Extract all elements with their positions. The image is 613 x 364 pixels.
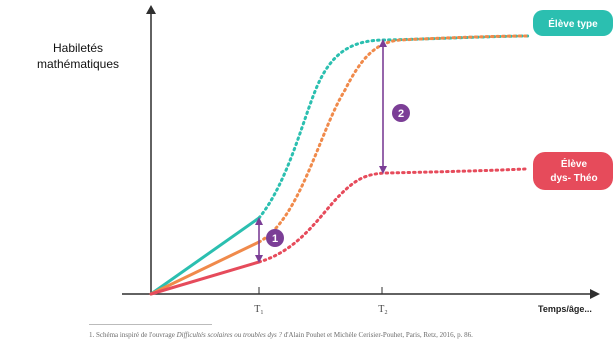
gap2-arrowhead-top — [379, 39, 387, 47]
gap2-badge — [392, 104, 410, 122]
legend-dys-label-line1: Élève — [561, 157, 588, 170]
footnote-prefix: 1. Schéma inspiré de l'ouvrage — [89, 331, 177, 339]
gap2-number: 2 — [398, 108, 404, 120]
gap1-badge — [266, 229, 284, 247]
curve-typical-solid — [149, 216, 261, 296]
y-axis-label: Habiletés mathématiques — [36, 41, 120, 71]
curve-intermediate-dotted — [257, 34, 530, 244]
footnote-suffix: d'Alain Pouhet et Michèle Cerisier-Pouhe… — [282, 331, 473, 339]
x-axis-label: Temps/âge... — [538, 304, 592, 314]
legend-dys-label-line2: dys- Théo — [550, 173, 597, 184]
footnote: 1. Schéma inspiré de l'ouvrage Difficult… — [89, 331, 594, 340]
legend-typical-label: Élève type — [548, 17, 598, 30]
curve-dys-dotted — [257, 167, 527, 264]
x-axis-arrow — [590, 289, 600, 299]
gap1-arrowhead-top — [255, 217, 263, 225]
footnote-divider — [89, 324, 212, 325]
t2-label: T₂ — [378, 304, 388, 315]
curve-intermediate-solid — [149, 240, 261, 296]
footnote-book-title: Difficultés scolaires ou troubles dys ? — [176, 331, 283, 339]
t1-label: T₁ — [254, 304, 264, 315]
curve-dys-solid — [149, 260, 261, 296]
gap2-arrowhead-bottom — [379, 166, 387, 174]
gap1-arrowhead-bottom — [255, 255, 263, 263]
legend-typical-badge — [533, 10, 613, 36]
legend-dys-badge — [533, 152, 613, 190]
gap1-number: 1 — [272, 233, 278, 245]
y-axis-arrow — [146, 5, 156, 14]
